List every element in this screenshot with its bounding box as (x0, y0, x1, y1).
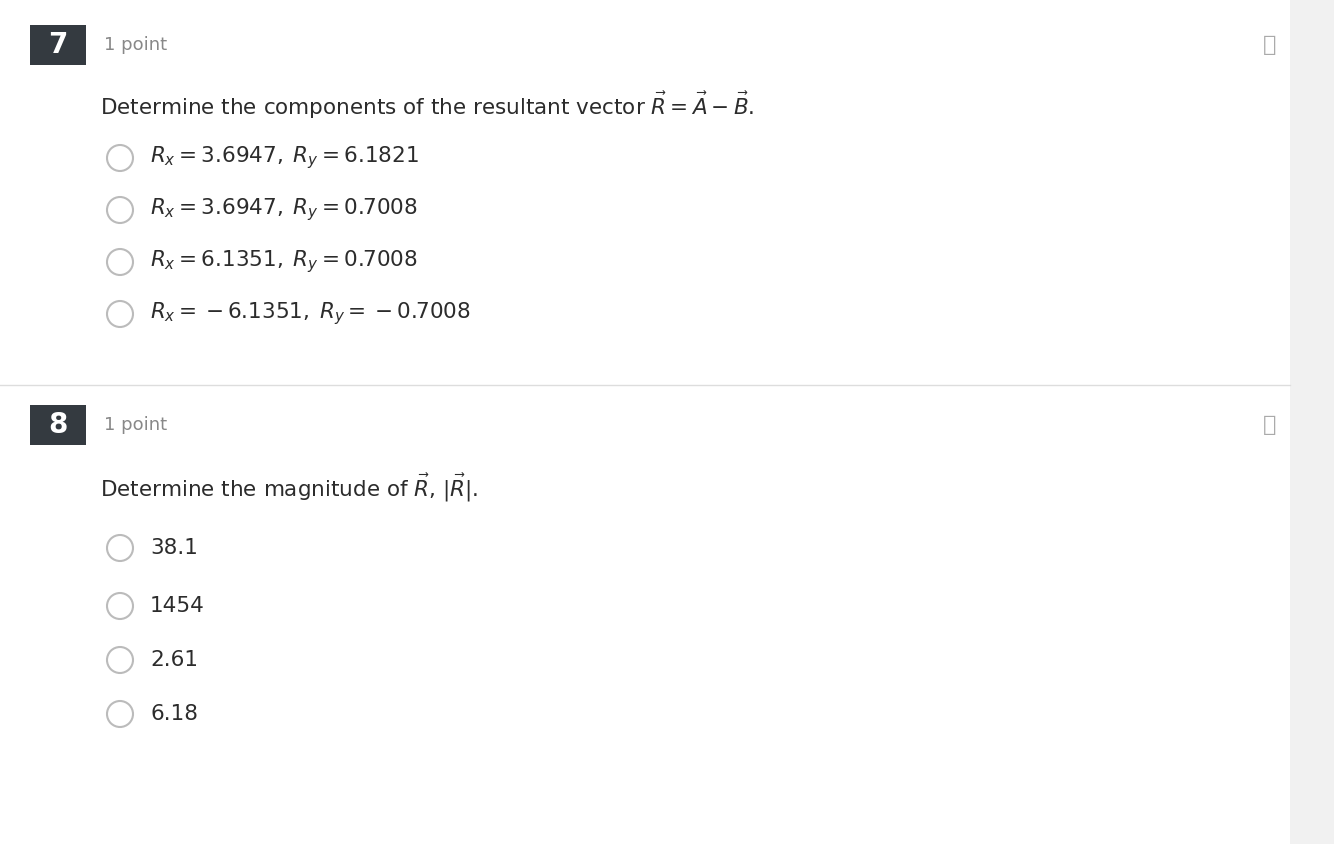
Text: Determine the components of the resultant vector $\vec{R}=\vec{A}-\vec{B}$.: Determine the components of the resultan… (100, 89, 755, 121)
Text: Determine the magnitude of $\vec{R}$, $|\vec{R}|$.: Determine the magnitude of $\vec{R}$, $|… (100, 472, 478, 504)
Text: $R_x = 3.6947,\;R_y = 6.1821$: $R_x = 3.6947,\;R_y = 6.1821$ (149, 144, 419, 171)
Text: 📌: 📌 (1263, 415, 1277, 435)
Text: $R_x = 3.6947,\;R_y = 0.7008$: $R_x = 3.6947,\;R_y = 0.7008$ (149, 197, 418, 224)
Text: 6.18: 6.18 (149, 704, 197, 724)
FancyBboxPatch shape (0, 0, 1290, 844)
Text: 8: 8 (48, 411, 68, 439)
FancyBboxPatch shape (29, 405, 85, 445)
Text: 📌: 📌 (1263, 35, 1277, 55)
Text: 7: 7 (48, 31, 68, 59)
Text: 1 point: 1 point (104, 416, 167, 434)
Text: 1454: 1454 (149, 596, 205, 616)
Text: 38.1: 38.1 (149, 538, 197, 558)
Text: 1 point: 1 point (104, 36, 167, 54)
FancyBboxPatch shape (29, 25, 85, 65)
Text: $R_x = -6.1351,\;R_y = -0.7008$: $R_x = -6.1351,\;R_y = -0.7008$ (149, 300, 471, 327)
Text: $R_x = 6.1351,\;R_y = 0.7008$: $R_x = 6.1351,\;R_y = 0.7008$ (149, 249, 418, 275)
Text: 2.61: 2.61 (149, 650, 197, 670)
